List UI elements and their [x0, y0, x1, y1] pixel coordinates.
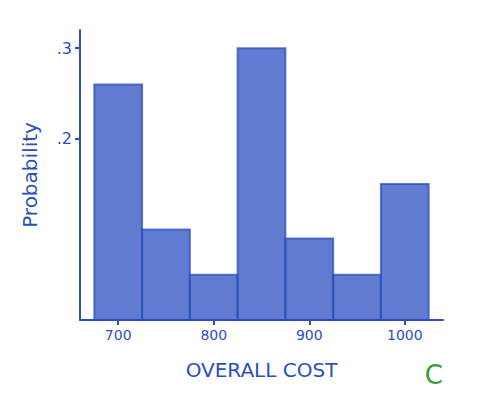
svg-text:.3: .3	[57, 39, 72, 58]
svg-text:Probability: Probability	[18, 122, 42, 228]
svg-text:OVERALL COST: OVERALL COST	[186, 358, 339, 382]
svg-text:700: 700	[105, 327, 132, 343]
svg-text:1000: 1000	[387, 327, 423, 343]
svg-text:900: 900	[296, 327, 323, 343]
svg-text:C: C	[425, 360, 443, 390]
svg-text:.2: .2	[57, 129, 72, 148]
svg-text:800: 800	[200, 327, 227, 343]
